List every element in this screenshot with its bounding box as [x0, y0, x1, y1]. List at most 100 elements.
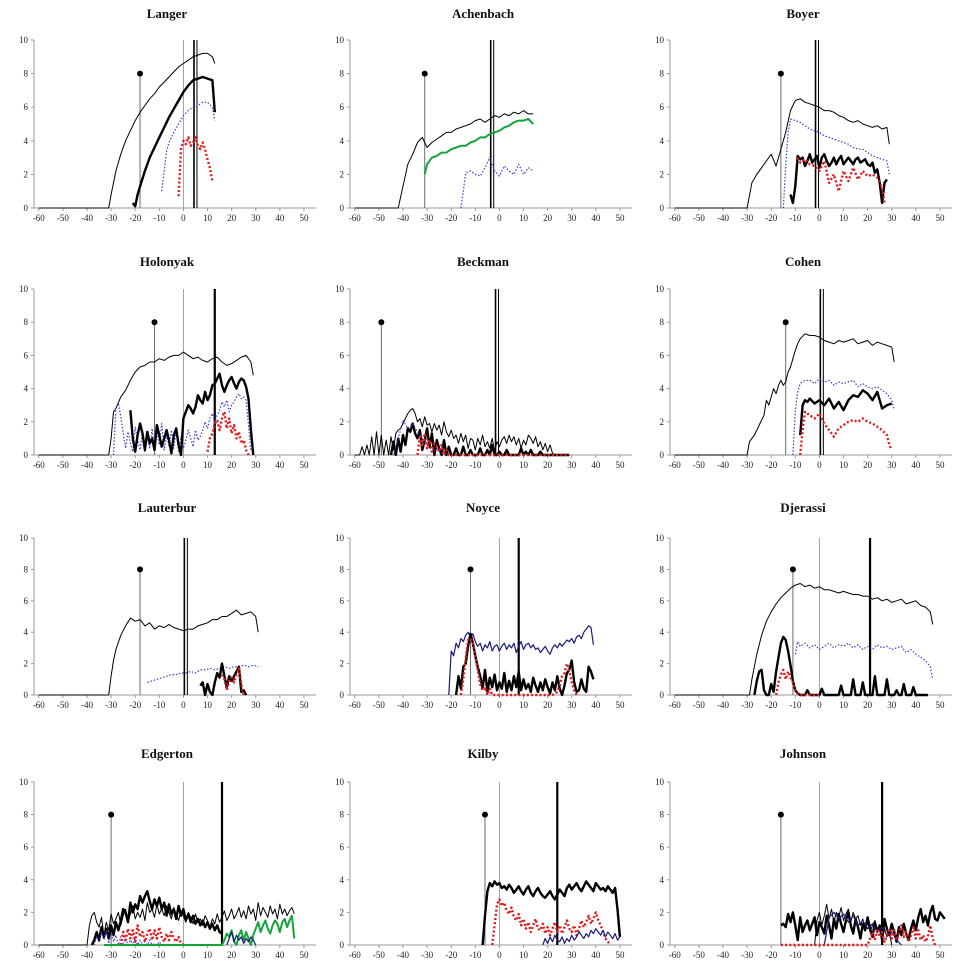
x-tick-label: -30 — [421, 213, 433, 223]
x-tick-label: -60 — [33, 460, 45, 470]
series-line-thin-black — [674, 98, 890, 209]
y-tick-label: 8 — [660, 317, 665, 327]
panel-kilby: Kilby 0 2 4 6 8 10 -60 -50 -40 -30 -20 -10 0 10 20 30 40 5… — [335, 746, 632, 960]
y-tick-label: 4 — [24, 136, 29, 146]
panel-title: Boyer — [786, 6, 819, 21]
marker-dot — [782, 319, 789, 326]
x-tick-label: 40 — [275, 460, 285, 470]
x-tick-label: 0 — [181, 700, 186, 710]
y-tick-label: 10 — [19, 35, 29, 45]
series-line-thick-black — [799, 389, 893, 436]
x-tick-label: 50 — [935, 460, 945, 470]
x-tick-label: 10 — [203, 213, 213, 223]
x-tick-label: 20 — [863, 950, 873, 960]
series-line-dotted-blue — [147, 664, 259, 683]
x-tick-label: 10 — [203, 460, 213, 470]
x-tick-label: -50 — [373, 460, 385, 470]
y-tick-label: 0 — [24, 203, 29, 213]
x-tick-label: -60 — [669, 700, 681, 710]
series-line-thin-black — [354, 110, 534, 209]
x-tick-label: 50 — [299, 950, 309, 960]
panel-title: Cohen — [785, 254, 822, 269]
y-tick-label: 10 — [19, 284, 29, 294]
panel-title: Edgerton — [141, 746, 194, 761]
x-tick-label: -60 — [349, 460, 361, 470]
x-tick-label: 10 — [839, 700, 849, 710]
y-tick-label: 10 — [335, 284, 345, 294]
marker-dot — [777, 70, 784, 77]
panel-title: Johnson — [780, 746, 827, 761]
y-tick-label: 2 — [24, 169, 29, 179]
x-tick-label: -10 — [153, 213, 165, 223]
series-line-dotted-red — [799, 410, 893, 456]
marker-dot — [137, 70, 144, 77]
x-tick-label: -20 — [445, 213, 457, 223]
x-tick-label: 40 — [591, 950, 601, 960]
y-tick-label: 10 — [655, 533, 665, 543]
y-tick-label: 0 — [660, 203, 665, 213]
y-tick-label: 6 — [24, 596, 29, 606]
x-tick-label: -40 — [397, 213, 409, 223]
y-tick-label: 4 — [340, 136, 345, 146]
x-tick-label: 30 — [251, 950, 261, 960]
series-line-dotted-red — [780, 924, 937, 947]
x-tick-label: -60 — [33, 700, 45, 710]
x-tick-label: 20 — [543, 460, 553, 470]
x-tick-label: 20 — [543, 700, 553, 710]
panel-title: Achenbach — [452, 6, 515, 21]
x-tick-label: -40 — [81, 460, 93, 470]
y-tick-label: 10 — [655, 284, 665, 294]
marker-dot — [467, 566, 474, 573]
x-tick-label: -60 — [669, 950, 681, 960]
x-tick-label: 40 — [911, 950, 921, 960]
x-tick-label: 10 — [519, 213, 529, 223]
x-tick-label: -50 — [57, 700, 69, 710]
x-tick-label: 0 — [497, 700, 502, 710]
y-tick-label: 6 — [660, 350, 665, 360]
series-line-navy — [226, 931, 257, 946]
x-tick-label: 50 — [299, 700, 309, 710]
series-line-thick-black — [780, 904, 946, 943]
series-line-thin-black — [38, 52, 216, 209]
y-tick-label: 6 — [24, 102, 29, 112]
y-tick-label: 0 — [660, 940, 665, 950]
x-tick-label: 30 — [887, 950, 897, 960]
x-tick-label: -40 — [81, 213, 93, 223]
y-tick-label: 2 — [340, 169, 345, 179]
x-tick-label: 20 — [227, 950, 237, 960]
y-tick-label: 2 — [660, 417, 665, 427]
x-tick-label: 40 — [275, 700, 285, 710]
y-tick-label: 0 — [660, 450, 665, 460]
x-tick-label: -50 — [693, 213, 705, 223]
x-tick-label: -30 — [741, 950, 753, 960]
series-line-dotted-red — [796, 157, 886, 204]
panel-title: Djerassi — [780, 500, 826, 515]
panel-title: Kilby — [467, 746, 499, 761]
series-line-thin-black — [38, 351, 254, 456]
series-line-dotted-blue — [392, 419, 447, 456]
x-tick-label: 20 — [543, 213, 553, 223]
x-tick-label: -20 — [129, 950, 141, 960]
y-tick-label: 10 — [655, 35, 665, 45]
x-tick-label: 30 — [567, 213, 577, 223]
x-tick-label: -50 — [693, 700, 705, 710]
panel-title: Holonyak — [140, 254, 195, 269]
panel-lauterbur: Lauterbur 0 2 4 6 8 10 -60 -50 -40 -30 -20 -10 0 10 20 3… — [19, 500, 316, 710]
x-tick-label: -50 — [373, 700, 385, 710]
series-line-thick-black — [131, 75, 216, 208]
x-tick-label: -40 — [397, 700, 409, 710]
panel-boyer: Boyer 0 2 4 6 8 10 -60 -50 -40 -30 -20 -10 0 10 20 30 40 5… — [655, 6, 952, 223]
x-tick-label: 0 — [181, 213, 186, 223]
x-tick-label: 50 — [935, 950, 945, 960]
x-tick-label: 10 — [519, 950, 529, 960]
x-tick-label: 40 — [591, 700, 601, 710]
series-line-navy — [448, 625, 594, 696]
x-tick-label: 30 — [251, 460, 261, 470]
y-tick-label: 8 — [24, 317, 29, 327]
series-line-dotted-blue — [112, 393, 252, 456]
series-line-dotted-red — [206, 410, 250, 456]
x-tick-label: -50 — [57, 950, 69, 960]
marker-dot — [421, 70, 428, 77]
x-tick-label: -10 — [153, 460, 165, 470]
